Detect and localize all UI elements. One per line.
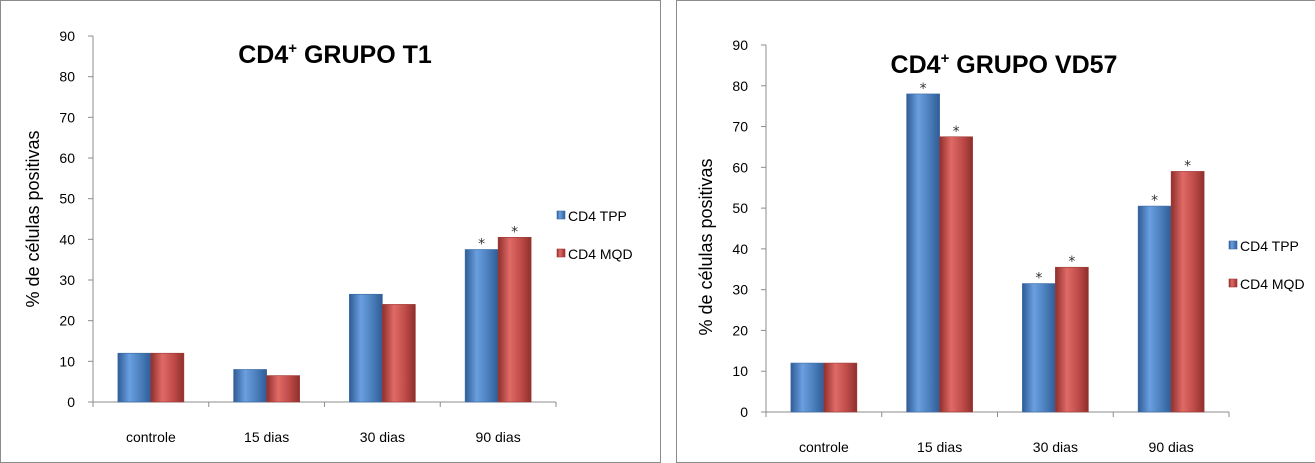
y-tick-label: 90: [59, 28, 75, 44]
y-tick-label: 20: [732, 322, 748, 338]
x-category-label: 15 dias: [244, 429, 289, 445]
chart-title: CD4+ GRUPO VD57: [891, 50, 1118, 79]
x-category-label: controle: [126, 429, 176, 445]
x-category-label: controle: [799, 439, 849, 455]
bar-tpp-3: [1137, 205, 1172, 413]
y-tick-label: 40: [59, 231, 75, 247]
bar-tpp-2: [1022, 283, 1056, 413]
significance-marker: *: [953, 124, 960, 140]
bar-tpp-0: [790, 362, 825, 413]
y-tick-label: 10: [59, 353, 75, 369]
y-tick-label: 30: [732, 282, 748, 298]
y-axis-label: % de células positivas: [696, 158, 716, 335]
chart-panel-vd57: CD4+ GRUPO VD57 % de células positivas 0 10…: [676, 0, 1315, 463]
legend-label-0: CD4 TPP: [568, 208, 627, 224]
x-category-label: 30 dias: [1033, 439, 1078, 455]
y-tick-label: 20: [59, 313, 75, 329]
chart-panel-t1: CD4+ GRUPO T1 % de células positivas 0 10 20…: [0, 0, 661, 463]
significance-marker: *: [1184, 158, 1191, 174]
significance-marker: *: [1035, 271, 1042, 287]
y-tick-label: 80: [732, 78, 748, 94]
bar-mqd-3: [497, 237, 532, 403]
legend-swatch-0: [556, 210, 566, 220]
y-tick-label: 60: [59, 150, 75, 166]
x-category-label: 90 dias: [1149, 439, 1194, 455]
y-tick-label: 30: [59, 272, 75, 288]
bar-tpp-0: [117, 352, 152, 403]
chart-t1: CD4+ GRUPO T1 % de células positivas 0 10 20…: [23, 28, 633, 445]
chart-vd57: CD4+ GRUPO VD57 % de células positivas 0 10…: [696, 37, 1305, 455]
bar-mqd-0: [150, 352, 185, 403]
bar-tpp-1: [233, 369, 267, 403]
y-tick-label: 70: [732, 119, 748, 135]
y-tick-label: 40: [732, 241, 748, 257]
legend-label-1: CD4 MQD: [568, 246, 633, 262]
y-tick-label: 90: [732, 37, 748, 53]
y-tick-label: 0: [740, 404, 748, 420]
x-category-label: 90 dias: [476, 429, 521, 445]
bar-mqd-0: [823, 362, 858, 413]
legend-label-0: CD4 TPP: [1240, 238, 1299, 254]
legend-swatch-0: [1228, 240, 1238, 250]
bar-mqd-2: [382, 304, 416, 403]
y-tick-label: 50: [732, 200, 748, 216]
legend-swatch-1: [556, 248, 566, 258]
x-category-label: 30 dias: [360, 429, 405, 445]
bar-tpp-3: [464, 249, 499, 403]
significance-marker: *: [920, 81, 927, 97]
bar-mqd-2: [1055, 266, 1089, 413]
y-tick-label: 50: [59, 191, 75, 207]
chart-title: CD4+ GRUPO T1: [238, 40, 432, 69]
significance-marker: *: [511, 224, 518, 240]
x-category-label: 15 dias: [917, 439, 962, 455]
legend-label-1: CD4 MQD: [1240, 276, 1305, 292]
y-tick-label: 70: [59, 109, 75, 125]
legend-swatch-1: [1228, 278, 1238, 288]
significance-marker: *: [1151, 193, 1158, 209]
bar-mqd-1: [266, 375, 300, 403]
y-axis-label: % de células positivas: [23, 130, 43, 307]
bar-tpp-2: [349, 293, 383, 403]
significance-marker: *: [1068, 254, 1075, 270]
y-tick-label: 80: [59, 69, 75, 85]
y-tick-label: 10: [732, 363, 748, 379]
significance-marker: *: [478, 237, 485, 253]
y-tick-label: 60: [732, 159, 748, 175]
y-tick-label: 0: [67, 394, 75, 410]
bar-mqd-1: [939, 136, 973, 413]
bar-mqd-3: [1170, 171, 1205, 413]
bar-tpp-1: [906, 93, 940, 413]
